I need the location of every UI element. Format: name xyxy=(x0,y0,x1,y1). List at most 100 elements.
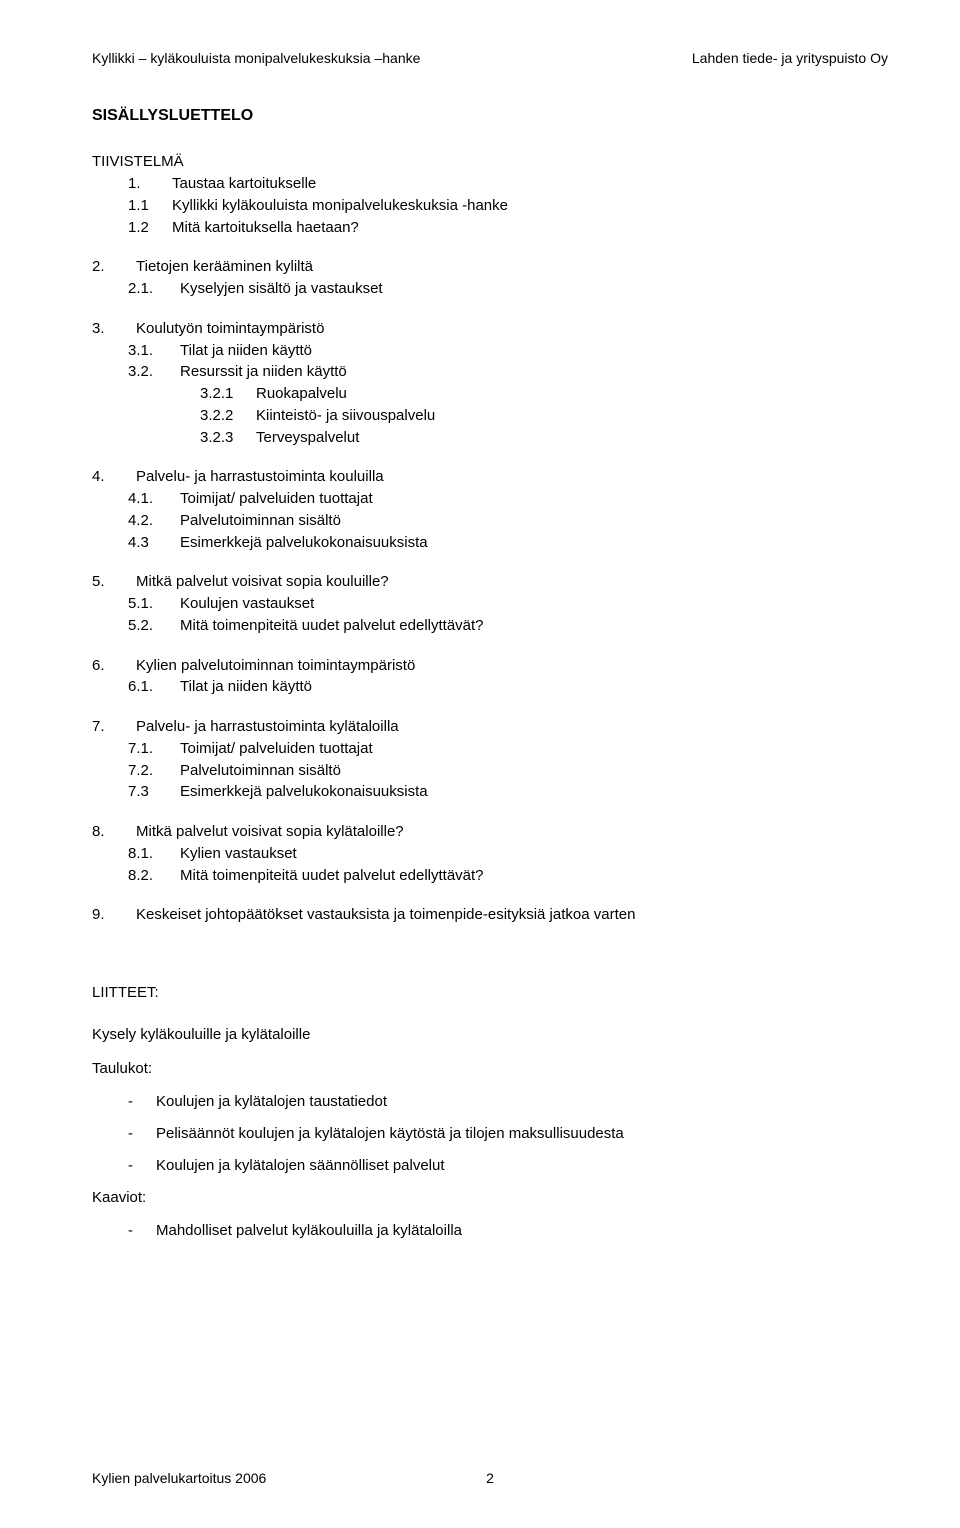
toc-num: 2.1. xyxy=(128,278,180,300)
page-header: Kyllikki – kyläkouluista monipalvelukesk… xyxy=(92,48,888,68)
toc-section-7: 7. Palvelu- ja harrastustoiminta kylätal… xyxy=(92,716,888,803)
toc-item-7: 7. Palvelu- ja harrastustoiminta kylätal… xyxy=(92,716,888,738)
toc-section-2: 2. Tietojen kerääminen kyliltä 2.1. Kyse… xyxy=(92,256,888,300)
toc-text: Palvelutoiminnan sisältö xyxy=(180,760,341,782)
toc-item-1-1: 1.1 Kyllikki kyläkouluista monipalveluke… xyxy=(128,195,888,217)
toc-section-9: 9. Keskeiset johtopäätökset vastauksista… xyxy=(92,904,888,926)
toc-num: 3.2.1 xyxy=(200,383,256,405)
toc-item-7-2: 7.2. Palvelutoiminnan sisältö xyxy=(128,760,888,782)
toc-num: 5.2. xyxy=(128,615,180,637)
bullet-text: Pelisäännöt koulujen ja kylätalojen käyt… xyxy=(156,1123,624,1145)
toc-text: Toimijat/ palveluiden tuottajat xyxy=(180,488,373,510)
toc-text: Palvelu- ja harrastustoiminta kouluilla xyxy=(136,466,384,488)
toc-item-5: 5. Mitkä palvelut voisivat sopia kouluil… xyxy=(92,571,888,593)
toc-item-4-2: 4.2. Palvelutoiminnan sisältö xyxy=(128,510,888,532)
toc-text: Ruokapalvelu xyxy=(256,383,347,405)
toc-text: Toimijat/ palveluiden tuottajat xyxy=(180,738,373,760)
toc-text: Mitkä palvelut voisivat sopia kylätaloil… xyxy=(136,821,404,843)
toc-num: 4. xyxy=(92,466,136,488)
toc-num: 3. xyxy=(92,318,136,340)
toc-text: Palvelutoiminnan sisältö xyxy=(180,510,341,532)
page-footer: Kylien palvelukartoitus 2006 2 xyxy=(92,1468,888,1488)
toc-text: Koulutyön toimintaympäristö xyxy=(136,318,324,340)
toc-num: 5.1. xyxy=(128,593,180,615)
toc-section-3: 3. Koulutyön toimintaympäristö 3.1. Tila… xyxy=(92,318,888,449)
toc-text: Palvelu- ja harrastustoiminta kylätaloil… xyxy=(136,716,399,738)
toc-tiivistelma: TIIVISTELMÄ xyxy=(92,151,888,173)
toc-text: Mitä toimenpiteitä uudet palvelut edelly… xyxy=(180,615,484,637)
toc-item-7-1: 7.1. Toimijat/ palveluiden tuottajat xyxy=(128,738,888,760)
dash-icon: - xyxy=(128,1123,156,1145)
toc-text: Koulujen vastaukset xyxy=(180,593,314,615)
bullet-text: Mahdolliset palvelut kyläkouluilla ja ky… xyxy=(156,1220,462,1242)
toc-item-8-1: 8.1. Kylien vastaukset xyxy=(128,843,888,865)
toc-num: 4.3 xyxy=(128,532,180,554)
toc-num: 6.1. xyxy=(128,676,180,698)
toc-text: Kyllikki kyläkouluista monipalvelukeskuk… xyxy=(172,195,508,217)
toc-section-4: 4. Palvelu- ja harrastustoiminta kouluil… xyxy=(92,466,888,553)
toc-text: Esimerkkejä palvelukokonaisuuksista xyxy=(180,781,428,803)
taulukot-title: Taulukot: xyxy=(92,1058,888,1080)
toc-text: Tilat ja niiden käyttö xyxy=(180,676,312,698)
footer-left: Kylien palvelukartoitus 2006 xyxy=(92,1468,266,1488)
toc-item-9: 9. Keskeiset johtopäätökset vastauksista… xyxy=(92,904,888,926)
toc-num: 2. xyxy=(92,256,136,278)
toc-num: 7.2. xyxy=(128,760,180,782)
toc-section-6: 6. Kylien palvelutoiminnan toimintaympär… xyxy=(92,655,888,699)
liitteet-kysely: Kysely kyläkouluille ja kylätaloille xyxy=(92,1024,888,1046)
toc-text: Tilat ja niiden käyttö xyxy=(180,340,312,362)
toc-num: 1. xyxy=(128,173,172,195)
toc-section-8: 8. Mitkä palvelut voisivat sopia kylätal… xyxy=(92,821,888,886)
toc-num: 3.2. xyxy=(128,361,180,383)
toc-text: Mitkä palvelut voisivat sopia kouluille? xyxy=(136,571,389,593)
bullet-text: Koulujen ja kylätalojen säännölliset pal… xyxy=(156,1155,445,1177)
toc-item-3-2-2: 3.2.2 Kiinteistö- ja siivouspalvelu xyxy=(200,405,888,427)
toc-item-3-2-3: 3.2.3 Terveyspalvelut xyxy=(200,427,888,449)
toc-num: 5. xyxy=(92,571,136,593)
toc-num: 1.2 xyxy=(128,217,172,239)
toc-item-8: 8. Mitkä palvelut voisivat sopia kylätal… xyxy=(92,821,888,843)
toc-num: 7. xyxy=(92,716,136,738)
toc-item-1-2: 1.2 Mitä kartoituksella haetaan? xyxy=(128,217,888,239)
toc-item-3-2: 3.2. Resurssit ja niiden käyttö xyxy=(128,361,888,383)
toc-text: Mitä toimenpiteitä uudet palvelut edelly… xyxy=(180,865,484,887)
footer-page-number: 2 xyxy=(486,1468,494,1488)
toc-text: Terveyspalvelut xyxy=(256,427,359,449)
toc-item-4-3: 4.3 Esimerkkejä palvelukokonaisuuksista xyxy=(128,532,888,554)
taulukot-item: - Pelisäännöt koulujen ja kylätalojen kä… xyxy=(128,1123,888,1145)
toc-num: 7.3 xyxy=(128,781,180,803)
liitteet-title: LIITTEET: xyxy=(92,982,888,1004)
toc-num: 3.2.2 xyxy=(200,405,256,427)
taulukot-item: - Koulujen ja kylätalojen säännölliset p… xyxy=(128,1155,888,1177)
toc-text: Kylien palvelutoiminnan toimintaympärist… xyxy=(136,655,415,677)
toc-item-5-2: 5.2. Mitä toimenpiteitä uudet palvelut e… xyxy=(128,615,888,637)
toc-item-2: 2. Tietojen kerääminen kyliltä xyxy=(92,256,888,278)
toc-tiivistelma-block: TIIVISTELMÄ 1. Taustaa kartoitukselle 1.… xyxy=(92,151,888,238)
toc-num: 4.1. xyxy=(128,488,180,510)
toc-text: Esimerkkejä palvelukokonaisuuksista xyxy=(180,532,428,554)
toc-text: Kylien vastaukset xyxy=(180,843,297,865)
toc-num: 8.2. xyxy=(128,865,180,887)
toc-text: Resurssit ja niiden käyttö xyxy=(180,361,347,383)
toc-item-5-1: 5.1. Koulujen vastaukset xyxy=(128,593,888,615)
toc-section-5: 5. Mitkä palvelut voisivat sopia kouluil… xyxy=(92,571,888,636)
taulukot-item: - Koulujen ja kylätalojen taustatiedot xyxy=(128,1091,888,1113)
toc-item-6: 6. Kylien palvelutoiminnan toimintaympär… xyxy=(92,655,888,677)
toc-num: 4.2. xyxy=(128,510,180,532)
toc-item-6-1: 6.1. Tilat ja niiden käyttö xyxy=(128,676,888,698)
toc-num: 7.1. xyxy=(128,738,180,760)
toc-text: Mitä kartoituksella haetaan? xyxy=(172,217,359,239)
toc-item-7-3: 7.3 Esimerkkejä palvelukokonaisuuksista xyxy=(128,781,888,803)
header-right: Lahden tiede- ja yrityspuisto Oy xyxy=(692,48,888,68)
toc-num: 8.1. xyxy=(128,843,180,865)
toc-text: Keskeiset johtopäätökset vastauksista ja… xyxy=(136,904,635,926)
toc-item-4: 4. Palvelu- ja harrastustoiminta kouluil… xyxy=(92,466,888,488)
toc-item-8-2: 8.2. Mitä toimenpiteitä uudet palvelut e… xyxy=(128,865,888,887)
toc-text: Kiinteistö- ja siivouspalvelu xyxy=(256,405,435,427)
dash-icon: - xyxy=(128,1091,156,1113)
toc-num: 3.1. xyxy=(128,340,180,362)
page-title: SISÄLLYSLUETTELO xyxy=(92,104,888,127)
toc-text: Tietojen kerääminen kyliltä xyxy=(136,256,313,278)
bullet-text: Koulujen ja kylätalojen taustatiedot xyxy=(156,1091,387,1113)
toc-item-2-1: 2.1. Kyselyjen sisältö ja vastaukset xyxy=(128,278,888,300)
